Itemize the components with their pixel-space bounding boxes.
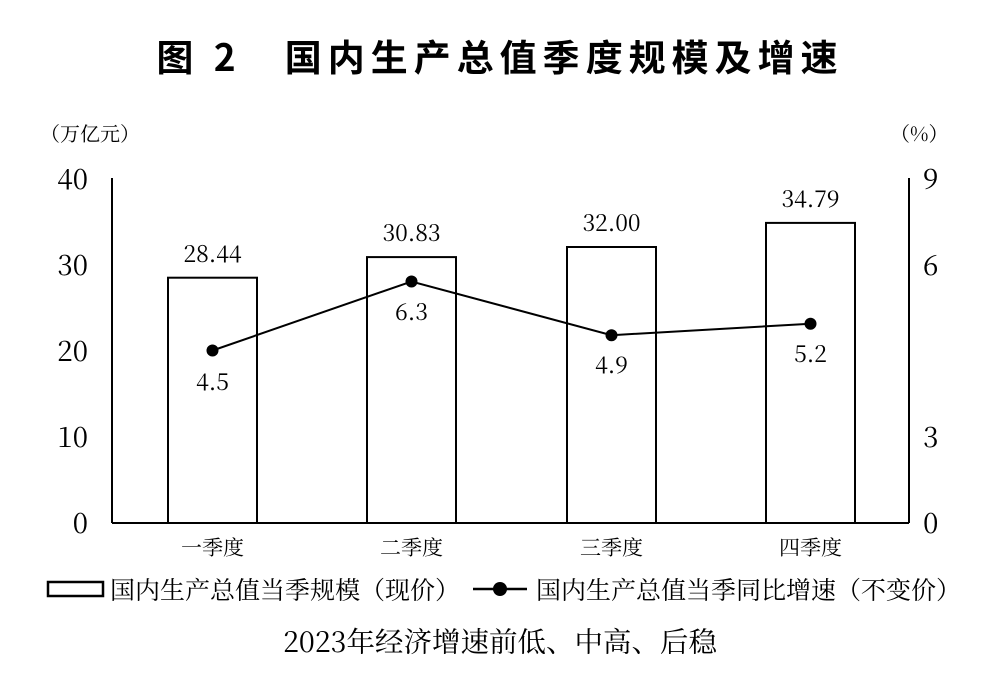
svg-text:40: 40 [57,158,88,198]
svg-text:三季度: 三季度 [580,532,643,562]
svg-text:32.00: 32.00 [582,205,640,238]
svg-text:20: 20 [57,330,88,370]
svg-text:0: 0 [923,502,938,542]
svg-text:二季度: 二季度 [380,532,443,562]
svg-text:一季度: 一季度 [181,532,244,562]
svg-text:10: 10 [57,416,88,456]
svg-text:6: 6 [923,244,938,284]
svg-text:6.3: 6.3 [395,294,428,327]
svg-text:3: 3 [923,416,938,456]
svg-text:28.44: 28.44 [183,236,241,269]
svg-text:30.83: 30.83 [382,215,440,248]
svg-text:国内生产总值当季同比增速（不变价）: 国内生产总值当季同比增速（不变价） [536,571,961,607]
svg-text:2023年经济增速前低、中高、后稳: 2023年经济增速前低、中高、后稳 [283,620,717,661]
svg-text:34.79: 34.79 [781,181,839,214]
svg-text:四季度: 四季度 [779,532,842,562]
svg-text:9: 9 [923,158,938,198]
svg-text:5.2: 5.2 [794,336,827,369]
svg-text:0: 0 [73,502,88,542]
svg-text:4.9: 4.9 [595,347,628,380]
svg-text:30: 30 [57,244,88,284]
svg-text:国内生产总值当季规模（现价）: 国内生产总值当季规模（现价） [110,571,460,607]
svg-text:4.5: 4.5 [196,364,229,397]
